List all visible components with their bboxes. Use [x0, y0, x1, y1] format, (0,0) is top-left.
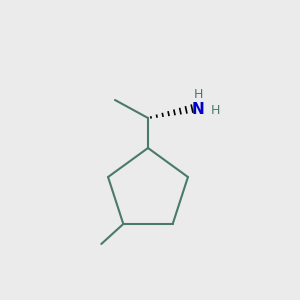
Text: N: N: [192, 101, 204, 116]
Text: H: H: [210, 104, 220, 118]
Text: H: H: [193, 88, 203, 100]
